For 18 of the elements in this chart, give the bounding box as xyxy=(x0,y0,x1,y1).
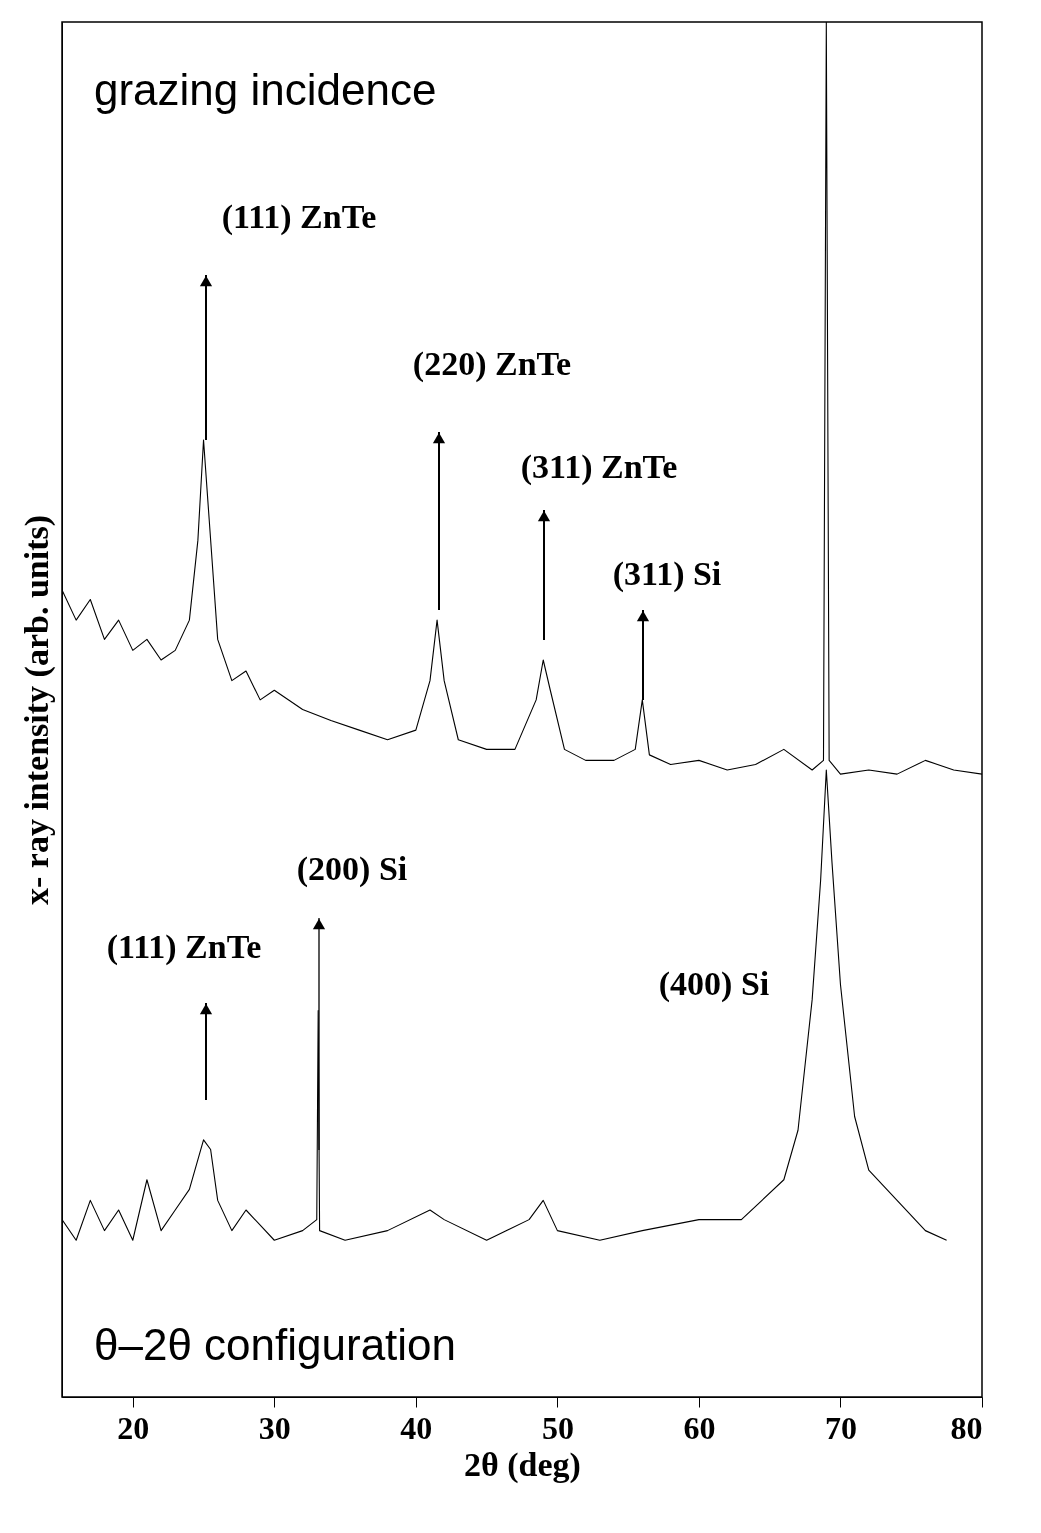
annotation: (220) ZnTe xyxy=(412,345,572,383)
x-tick-label: 20 xyxy=(117,1409,150,1446)
x-tick-label: 70 xyxy=(824,1409,857,1446)
annotation: (200) Si xyxy=(296,850,408,888)
x-tick-label: 30 xyxy=(258,1409,291,1446)
x-tick-label: 50 xyxy=(541,1409,574,1446)
annotation: grazing incidence xyxy=(94,65,437,114)
annotation: θ–2θ configuration xyxy=(94,1320,457,1369)
annotation: (400) Si xyxy=(658,965,770,1003)
y-axis-title: x- ray intensity (arb. units) xyxy=(17,514,56,906)
annotation: (111) ZnTe xyxy=(106,928,262,966)
x-axis-title: 2θ (deg) xyxy=(464,1445,581,1484)
x-tick-label: 40 xyxy=(400,1409,433,1446)
annotation: (311) ZnTe xyxy=(520,448,678,486)
x-tick-label: 60 xyxy=(683,1409,716,1446)
x-tick-label: 80 xyxy=(950,1409,983,1446)
annotation: (311) Si xyxy=(612,555,722,593)
annotation: (111) ZnTe xyxy=(221,198,377,236)
